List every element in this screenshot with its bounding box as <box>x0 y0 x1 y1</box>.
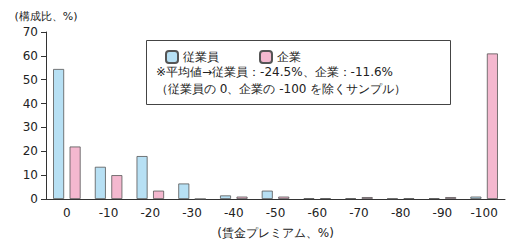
svg-text:30: 30 <box>23 120 38 134</box>
svg-text:20: 20 <box>23 144 38 158</box>
svg-text:-100: -100 <box>471 206 498 220</box>
svg-text:70: 70 <box>23 25 38 39</box>
svg-text:（従業員の 0、企業の -100 を除くサンプル）: （従業員の 0、企業の -100 を除くサンプル） <box>156 82 406 96</box>
svg-text:60: 60 <box>23 49 38 63</box>
svg-text:40: 40 <box>23 97 38 111</box>
svg-text:(賃金プレミアム、%): (賃金プレミアム、%) <box>217 226 334 240</box>
svg-text:-90: -90 <box>433 206 453 220</box>
svg-text:企業: 企業 <box>277 50 301 64</box>
svg-text:-50: -50 <box>266 206 286 220</box>
svg-text:0: 0 <box>30 192 38 206</box>
svg-text:(構成比、%): (構成比、%) <box>14 10 77 23</box>
svg-text:-60: -60 <box>307 206 327 220</box>
svg-text:-40: -40 <box>224 206 244 220</box>
svg-text:-20: -20 <box>141 206 161 220</box>
svg-text:-80: -80 <box>391 206 411 220</box>
svg-text:-10: -10 <box>99 206 119 220</box>
svg-text:50: 50 <box>23 73 38 87</box>
svg-text:※平均値→従業員：-24.5%、企業：-11.6%: ※平均値→従業員：-24.5%、企業：-11.6% <box>156 65 393 79</box>
svg-text:10: 10 <box>23 168 38 182</box>
svg-text:-70: -70 <box>349 206 369 220</box>
svg-text:従業員: 従業員 <box>183 50 219 64</box>
svg-text:-30: -30 <box>182 206 202 220</box>
svg-text:0: 0 <box>63 206 71 220</box>
